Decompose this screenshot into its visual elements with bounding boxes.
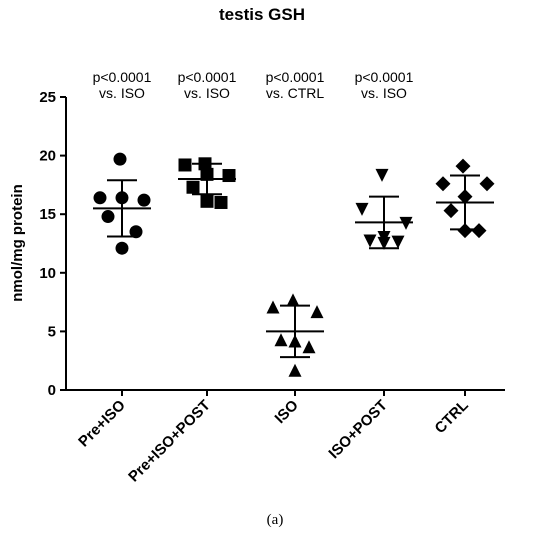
point	[200, 194, 214, 208]
point	[286, 293, 300, 307]
point	[129, 225, 143, 239]
point	[214, 195, 228, 209]
point	[455, 158, 471, 174]
point	[443, 203, 459, 219]
x-tick-label: Pre+ISO	[75, 397, 129, 451]
point	[178, 158, 192, 172]
chart-title: testis GSH	[219, 5, 305, 24]
point	[375, 168, 389, 182]
point	[266, 300, 280, 314]
annotation: vs. CTRL	[266, 85, 325, 101]
point	[391, 235, 405, 249]
annotation: p<0.0001	[266, 69, 325, 85]
point	[274, 333, 288, 347]
point	[302, 340, 316, 354]
point	[435, 176, 451, 192]
point	[113, 152, 127, 166]
y-tick-label: 20	[39, 148, 56, 165]
point	[355, 202, 369, 216]
point	[471, 223, 487, 239]
annotation: vs. ISO	[361, 85, 407, 101]
x-tick-label: ISO	[272, 397, 303, 428]
y-tick-label: 15	[39, 206, 56, 223]
caption: (a)	[267, 512, 284, 528]
annotation: p<0.0001	[355, 69, 414, 85]
x-tick-label: Pre+ISO+POST	[125, 397, 214, 486]
point	[479, 176, 495, 192]
y-axis-label: nmol/mg protein	[9, 184, 26, 302]
point	[137, 193, 151, 207]
point	[222, 169, 236, 183]
point	[101, 210, 115, 224]
point	[310, 305, 324, 319]
y-tick-label: 0	[48, 382, 56, 399]
point	[363, 234, 377, 248]
point	[457, 223, 473, 239]
annotation: vs. ISO	[184, 85, 230, 101]
annotation: p<0.0001	[178, 69, 237, 85]
x-tick-label: ISO+POST	[325, 397, 390, 462]
annotation: vs. ISO	[99, 85, 145, 101]
annotation: p<0.0001	[93, 69, 152, 85]
point	[186, 180, 200, 194]
point	[115, 241, 129, 255]
point	[93, 191, 107, 205]
x-tick-label: CTRL	[432, 397, 472, 437]
point	[288, 363, 302, 377]
y-tick-label: 5	[48, 323, 56, 340]
y-tick-label: 25	[39, 89, 56, 106]
y-tick-label: 10	[39, 265, 56, 282]
